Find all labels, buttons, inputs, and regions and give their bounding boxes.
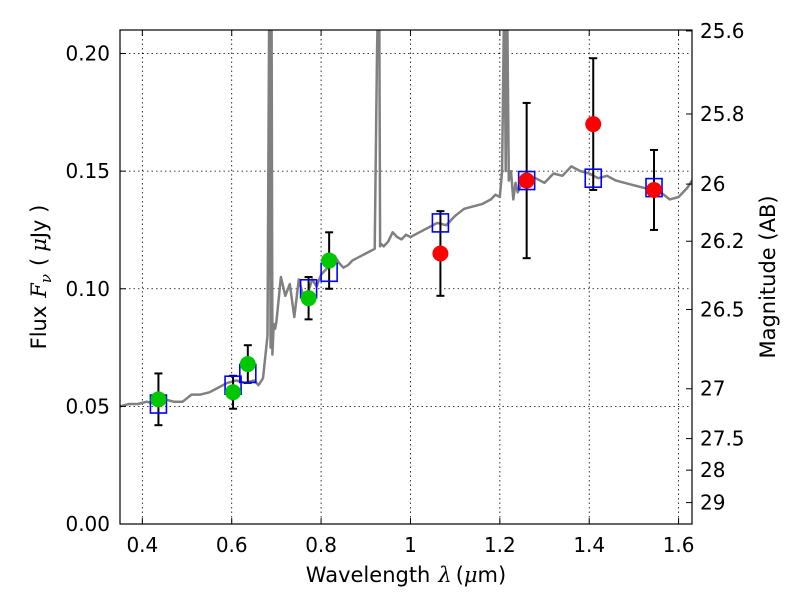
observed-point-red xyxy=(518,172,535,189)
x-tick-label: 0.6 xyxy=(216,533,248,557)
data-layer xyxy=(120,30,692,408)
observed-point-green xyxy=(225,384,242,401)
x-tick-label: 1.4 xyxy=(573,533,605,557)
right-axis-title: Magnitude (AB) xyxy=(756,195,780,358)
right-tick-label: 26 xyxy=(700,172,725,196)
right-tick-label: 27.5 xyxy=(700,427,745,451)
tick-layer: 0.4 0.6 0.8 1 1.2 1.4 1.6 0.00 0.05 0.10 0.15 0.20 2… xyxy=(65,19,744,557)
observed-point-green xyxy=(150,391,167,408)
right-tick-label: 28 xyxy=(700,458,725,482)
y-tick-label: 0.20 xyxy=(65,42,110,66)
model-flux-box xyxy=(431,213,450,233)
y-tick-label: 0.00 xyxy=(65,512,110,536)
right-tick-label: 25.8 xyxy=(700,102,745,126)
observed-point-red xyxy=(646,181,663,198)
y-axis-title: FluxFν(μJy ) xyxy=(27,205,55,350)
observed-point-red xyxy=(432,245,449,262)
marker-layer xyxy=(149,116,663,414)
model-flux-box xyxy=(584,168,603,188)
right-tick-label: 26.2 xyxy=(700,229,745,253)
right-tick-label: 25.6 xyxy=(700,19,745,43)
observed-point-red xyxy=(585,116,602,133)
x-tick-label: 0.8 xyxy=(305,533,337,557)
y-tick-label: 0.05 xyxy=(65,394,110,418)
x-tick-label: 0.4 xyxy=(126,533,158,557)
observed-point-green xyxy=(321,252,338,269)
y-tick-label: 0.15 xyxy=(65,159,110,183)
plot-frame xyxy=(119,29,693,525)
model-sed-line xyxy=(120,30,692,408)
right-tick-label: 29 xyxy=(700,491,725,515)
plot-background xyxy=(120,30,692,524)
observed-point-green xyxy=(300,290,317,307)
x-tick-label: 1.2 xyxy=(484,533,516,557)
y-tick-label: 0.10 xyxy=(65,277,110,301)
right-tick-label: 26.5 xyxy=(700,297,745,321)
observed-point-green xyxy=(239,356,256,373)
x-tick-label: 1 xyxy=(404,533,417,557)
right-tick-label: 27 xyxy=(700,377,725,401)
x-tick-label: 1.6 xyxy=(663,533,695,557)
x-axis-title: Wavelength λ (μm) xyxy=(306,563,506,587)
